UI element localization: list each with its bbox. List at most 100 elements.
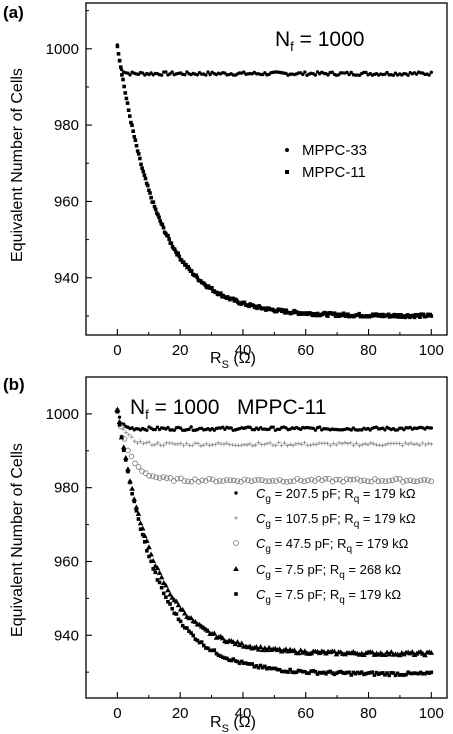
data-point-s4 <box>353 671 358 676</box>
data-point-s4 <box>208 648 212 653</box>
data-point-s1 <box>276 440 281 445</box>
data-point-s1 <box>158 219 162 223</box>
legend-label: Cg = 207.5 pF; Rq = 179 kΩ <box>256 486 416 505</box>
data-point-s3 <box>158 574 165 580</box>
data-point-s2 <box>220 478 227 484</box>
data-point-s1 <box>383 442 388 447</box>
x-tick-label: 100 <box>419 705 444 722</box>
data-point-s4 <box>119 435 124 439</box>
data-point-s2 <box>428 478 435 485</box>
data-point-s4 <box>227 658 231 662</box>
data-point-s1 <box>156 212 160 217</box>
data-point-s4 <box>343 671 347 676</box>
data-point-s3 <box>238 640 245 646</box>
data-point-s4 <box>134 508 139 513</box>
data-point-s0 <box>406 73 410 77</box>
data-point-s4 <box>296 668 301 673</box>
x-tick-label: 0 <box>113 705 121 722</box>
data-point-s1 <box>189 269 194 273</box>
data-point-s4 <box>115 409 120 414</box>
data-point-s1 <box>141 441 146 446</box>
data-point-s4 <box>275 667 280 672</box>
data-point-s3 <box>234 639 241 645</box>
data-point-s2 <box>178 475 184 482</box>
legend-entry-0: Cg = 207.5 pF; Rq = 179 kΩ <box>234 486 416 505</box>
data-point-s1 <box>152 442 157 447</box>
data-point-s1 <box>285 443 290 448</box>
data-point-s1 <box>219 291 223 296</box>
data-point-s1 <box>357 443 362 448</box>
data-point-s1 <box>213 442 218 447</box>
data-point-s1 <box>250 443 255 448</box>
legend-entry-3: Cg = 7.5 pF; Rq = 268 kΩ <box>233 562 401 581</box>
data-point-s3 <box>154 565 161 571</box>
data-point-s0 <box>206 70 210 74</box>
data-point-s1 <box>244 442 249 447</box>
data-point-s1 <box>179 258 184 262</box>
data-point-s2 <box>195 478 202 485</box>
data-point-s1 <box>214 290 219 295</box>
data-point-s3 <box>255 646 262 652</box>
legend-label-mppc-11: MPPC-11 <box>302 164 366 181</box>
data-point-s1 <box>175 442 180 447</box>
data-point-s4 <box>164 595 168 599</box>
data-point-s4 <box>140 532 145 537</box>
data-point-s1 <box>153 207 158 212</box>
data-point-s2 <box>245 477 251 484</box>
data-point-s4 <box>408 671 413 676</box>
legend-entry-mppc-11: MPPC-11 <box>285 164 366 181</box>
data-point-s1 <box>115 44 120 49</box>
data-point-s4 <box>138 527 143 531</box>
x-tick-label: 20 <box>172 705 189 722</box>
data-point-s4 <box>298 669 303 673</box>
data-point-s2 <box>259 477 265 483</box>
data-point-s4 <box>176 617 181 622</box>
data-point-s1 <box>273 443 278 448</box>
data-point-s2 <box>142 470 149 476</box>
data-point-s0 <box>429 70 434 74</box>
data-point-s1 <box>141 169 146 174</box>
data-point-s3 <box>120 444 127 450</box>
data-point-s4 <box>126 469 130 474</box>
data-point-s1 <box>170 441 175 446</box>
plot-frame-a <box>85 2 448 336</box>
data-point-s3 <box>188 615 194 621</box>
data-point-s1 <box>167 237 171 241</box>
data-point-s1 <box>351 443 356 448</box>
data-point-s4 <box>269 666 273 671</box>
data-point-s2 <box>202 478 209 484</box>
data-point-s4 <box>385 671 389 675</box>
data-point-s2 <box>146 473 152 479</box>
data-point-s2 <box>365 478 371 485</box>
data-point-s1 <box>302 440 307 445</box>
data-point-s2 <box>393 476 399 482</box>
data-point-s2 <box>290 478 297 484</box>
data-point-s1 <box>124 96 129 101</box>
x-tick-label: 60 <box>297 705 314 722</box>
data-point-s1 <box>406 442 411 447</box>
data-point-s1 <box>135 149 140 153</box>
data-point-s1 <box>397 441 402 446</box>
data-point-s0 <box>117 415 122 419</box>
data-point-s2 <box>135 464 142 470</box>
data-point-s0 <box>317 425 322 429</box>
data-point-s0 <box>178 426 183 430</box>
data-point-s4 <box>239 659 244 664</box>
data-point-s1 <box>391 314 395 319</box>
data-point-s2 <box>375 478 382 485</box>
data-point-s0 <box>204 73 208 77</box>
data-point-s2 <box>368 478 375 485</box>
data-point-s2 <box>400 479 406 485</box>
data-point-s3 <box>388 649 395 655</box>
x-tick-label: 40 <box>235 705 252 722</box>
data-point-s3 <box>116 418 123 424</box>
data-point-s1 <box>151 200 156 204</box>
data-point-s1 <box>411 313 416 318</box>
data-point-s2 <box>407 477 413 483</box>
data-point-s4 <box>328 669 332 674</box>
data-point-s1 <box>176 251 180 256</box>
data-point-s4 <box>117 423 122 427</box>
data-point-s0 <box>391 73 396 78</box>
data-point-s2 <box>372 476 378 482</box>
data-point-s1 <box>371 441 376 446</box>
